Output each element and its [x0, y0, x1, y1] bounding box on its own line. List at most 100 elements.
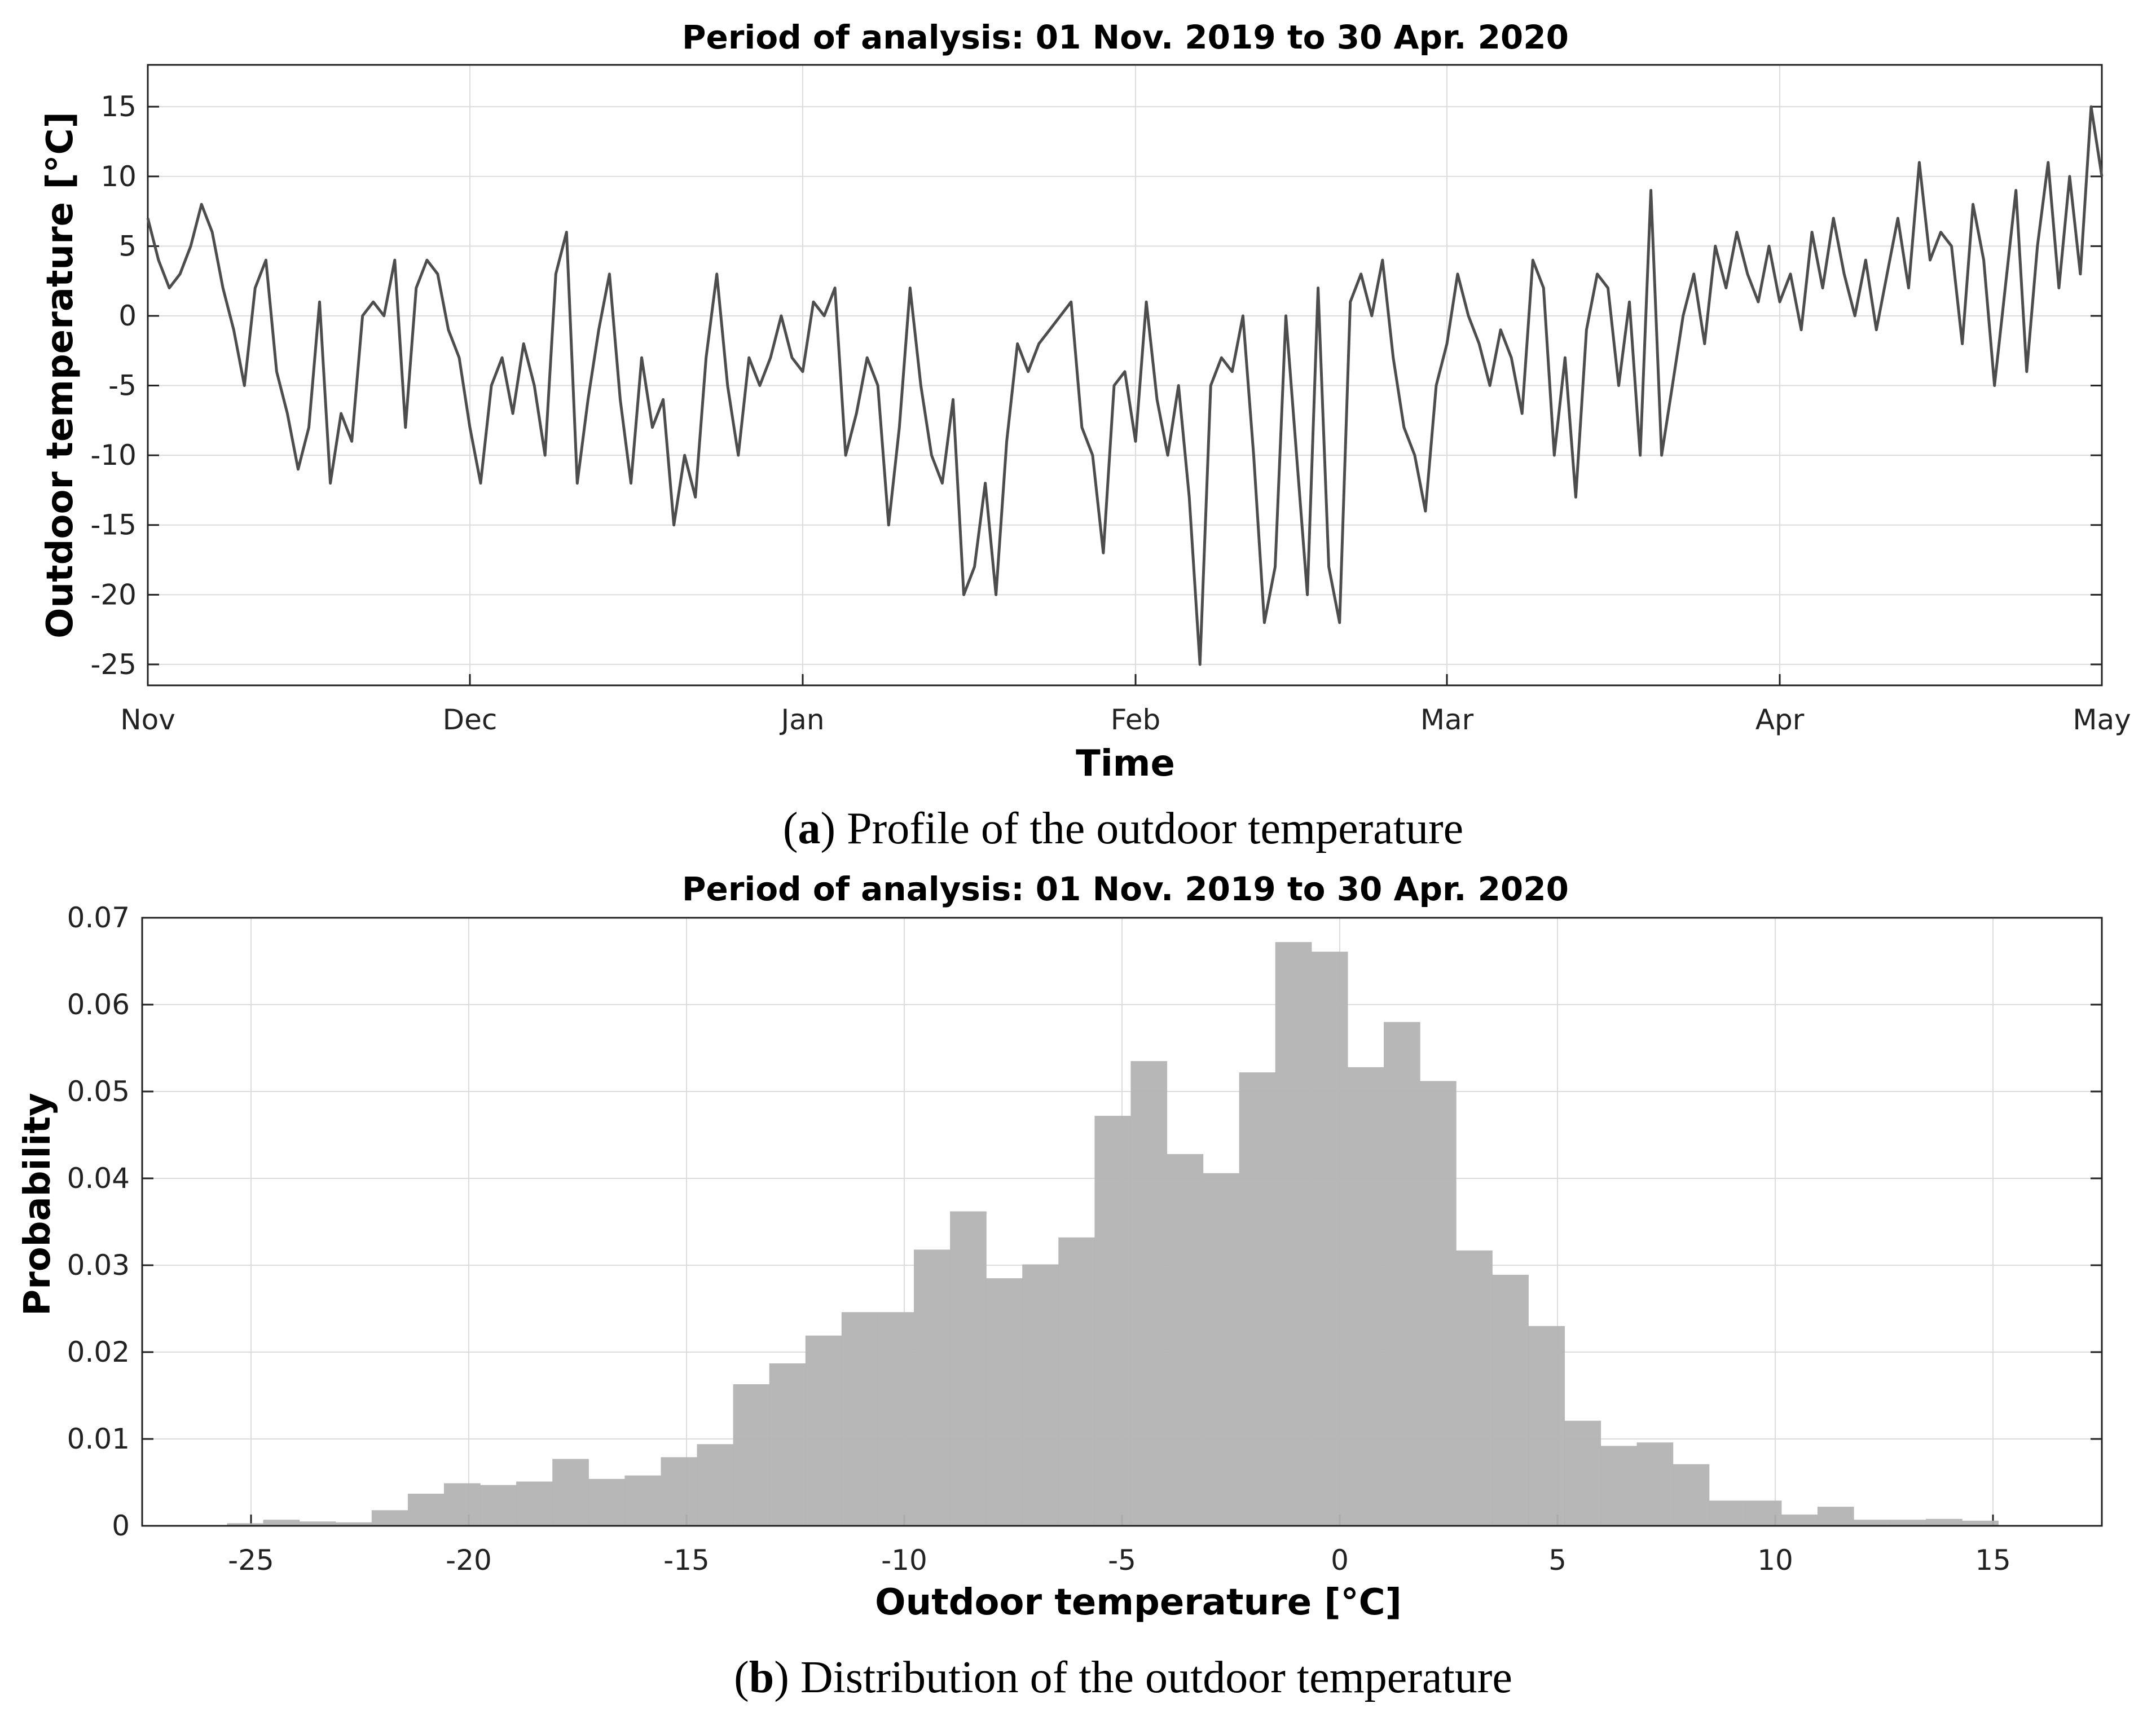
x-tick-label: 15 [1975, 1544, 2011, 1577]
x-axis-label: Time [1076, 743, 1175, 785]
histogram-bar [1636, 1442, 1674, 1526]
histogram-bar [1347, 1067, 1384, 1526]
histogram-bar [1022, 1264, 1059, 1526]
y-tick-label: -20 [90, 578, 137, 611]
x-tick-label: Apr [1755, 703, 1805, 736]
histogram-bar [1564, 1420, 1601, 1526]
y-tick-label: -25 [90, 648, 137, 681]
tick-labels: Nov Dec Jan Feb Mar Apr May 15 10 5 0 -5 -10 -15 -20 -2… [90, 90, 2131, 736]
y-tick-label: 0.04 [67, 1162, 130, 1195]
y-tick-label: 0.06 [67, 988, 130, 1021]
y-tick-label: -10 [90, 439, 137, 472]
y-axis-label: Outdoor temperature [°C] [39, 112, 81, 639]
plot-frame [147, 64, 2103, 686]
histogram-bar [1854, 1520, 1890, 1526]
histogram-bar [1167, 1154, 1204, 1526]
x-axis-label: Outdoor temperature [°C] [875, 1582, 1402, 1623]
y-tick-label: 10 [100, 160, 137, 193]
histogram-bar [1420, 1081, 1457, 1526]
histogram-bar [516, 1481, 553, 1526]
x-tick-label: -10 [881, 1544, 927, 1577]
histogram-bar [661, 1457, 698, 1526]
caption-label: a [798, 804, 821, 853]
caption: (b) Distribution of the outdoor temperat… [734, 1653, 1512, 1702]
tick-labels: -25 -20 -15 -10 -5 0 5 10 15 0 0.01 0.02 0.03 0.04 0.0… [67, 901, 2011, 1577]
x-tick-label: Dec [443, 703, 498, 736]
y-tick-label: 0.02 [67, 1336, 130, 1368]
histogram-bar [914, 1249, 951, 1526]
histogram-bar [805, 1335, 842, 1526]
histogram-bar [624, 1475, 662, 1526]
histogram-bar [841, 1312, 878, 1526]
x-tick-label: -15 [663, 1544, 710, 1577]
x-tick-label: 0 [1331, 1544, 1349, 1577]
x-tick-label: -25 [228, 1544, 274, 1577]
x-tick-label: 10 [1757, 1544, 1793, 1577]
histogram-bar [588, 1478, 625, 1526]
chart-title: Period of analysis: 01 Nov. 2019 to 30 A… [682, 870, 1569, 908]
y-tick-label: 0.03 [67, 1249, 130, 1282]
temperature-profile-chart: Period of analysis: 01 Nov. 2019 to 30 A… [39, 18, 2131, 853]
histogram-bar [552, 1459, 589, 1526]
histogram-bar [1962, 1520, 1999, 1526]
plot-frame [141, 917, 2103, 1527]
y-tick-label: 0.07 [67, 901, 130, 934]
histogram-bar [986, 1278, 1023, 1526]
histogram-bar [299, 1521, 336, 1526]
histogram-bar [1926, 1518, 1963, 1526]
histogram-bar [263, 1520, 300, 1526]
x-tick-label: May [2073, 703, 2131, 736]
x-tick-label: -5 [1108, 1544, 1136, 1577]
histogram-bar [769, 1363, 806, 1526]
histogram-bar [407, 1494, 445, 1526]
y-tick-label: 0 [112, 1509, 130, 1542]
histogram-bar [1492, 1274, 1529, 1526]
histogram-bar [1058, 1237, 1095, 1526]
histogram-bar [371, 1510, 408, 1526]
histogram-bar [1890, 1520, 1926, 1526]
histogram-bar [1094, 1116, 1132, 1526]
histogram-bar [1311, 952, 1348, 1526]
histogram-bar [335, 1522, 372, 1526]
histogram-bar [1600, 1446, 1638, 1526]
y-tick-label: -5 [108, 369, 137, 402]
y-tick-label: 0.05 [67, 1075, 130, 1108]
histogram-bars [227, 942, 1999, 1526]
histogram-bar [227, 1523, 264, 1526]
x-tick-label: 5 [1548, 1544, 1567, 1577]
histogram-bar [733, 1384, 770, 1526]
histogram-bar [444, 1483, 481, 1526]
caption-text: ) Distribution of the outdoor temperatur… [774, 1653, 1512, 1702]
histogram-bar [1781, 1515, 1818, 1526]
x-tick-label: Mar [1420, 703, 1474, 736]
histogram-bar [1130, 1061, 1168, 1526]
x-tick-label: Nov [120, 703, 175, 736]
histogram-bar [480, 1485, 517, 1526]
y-tick-label: 15 [100, 90, 137, 123]
histogram-bar [950, 1211, 987, 1526]
histogram-bar [1528, 1326, 1565, 1526]
caption-open: ( [783, 804, 798, 853]
caption: (a) Profile of the outdoor temperature [783, 804, 1463, 853]
histogram-bar [1275, 942, 1312, 1526]
caption-open: ( [734, 1653, 749, 1702]
y-tick-label: 0.01 [67, 1423, 130, 1455]
histogram-bar [1745, 1500, 1782, 1526]
x-tick-label: Jan [779, 703, 824, 736]
temperature-series [146, 105, 2104, 666]
histogram-bar [1673, 1464, 1710, 1526]
histogram-bar [1709, 1500, 1746, 1526]
x-tick-label: -20 [446, 1544, 492, 1577]
y-tick-label: 0 [118, 300, 137, 332]
histogram-bar [1817, 1507, 1854, 1526]
caption-text: ) Profile of the outdoor temperature [821, 804, 1464, 853]
chart-title: Period of analysis: 01 Nov. 2019 to 30 A… [682, 18, 1569, 56]
histogram-bar [877, 1312, 914, 1526]
x-tick-label: Feb [1111, 703, 1161, 736]
histogram-bar [1456, 1250, 1493, 1526]
y-tick-label: -15 [90, 509, 137, 542]
caption-label: b [749, 1653, 775, 1702]
temperature-distribution-chart: Period of analysis: 01 Nov. 2019 to 30 A… [17, 870, 2103, 1702]
histogram-bar [1203, 1173, 1240, 1526]
